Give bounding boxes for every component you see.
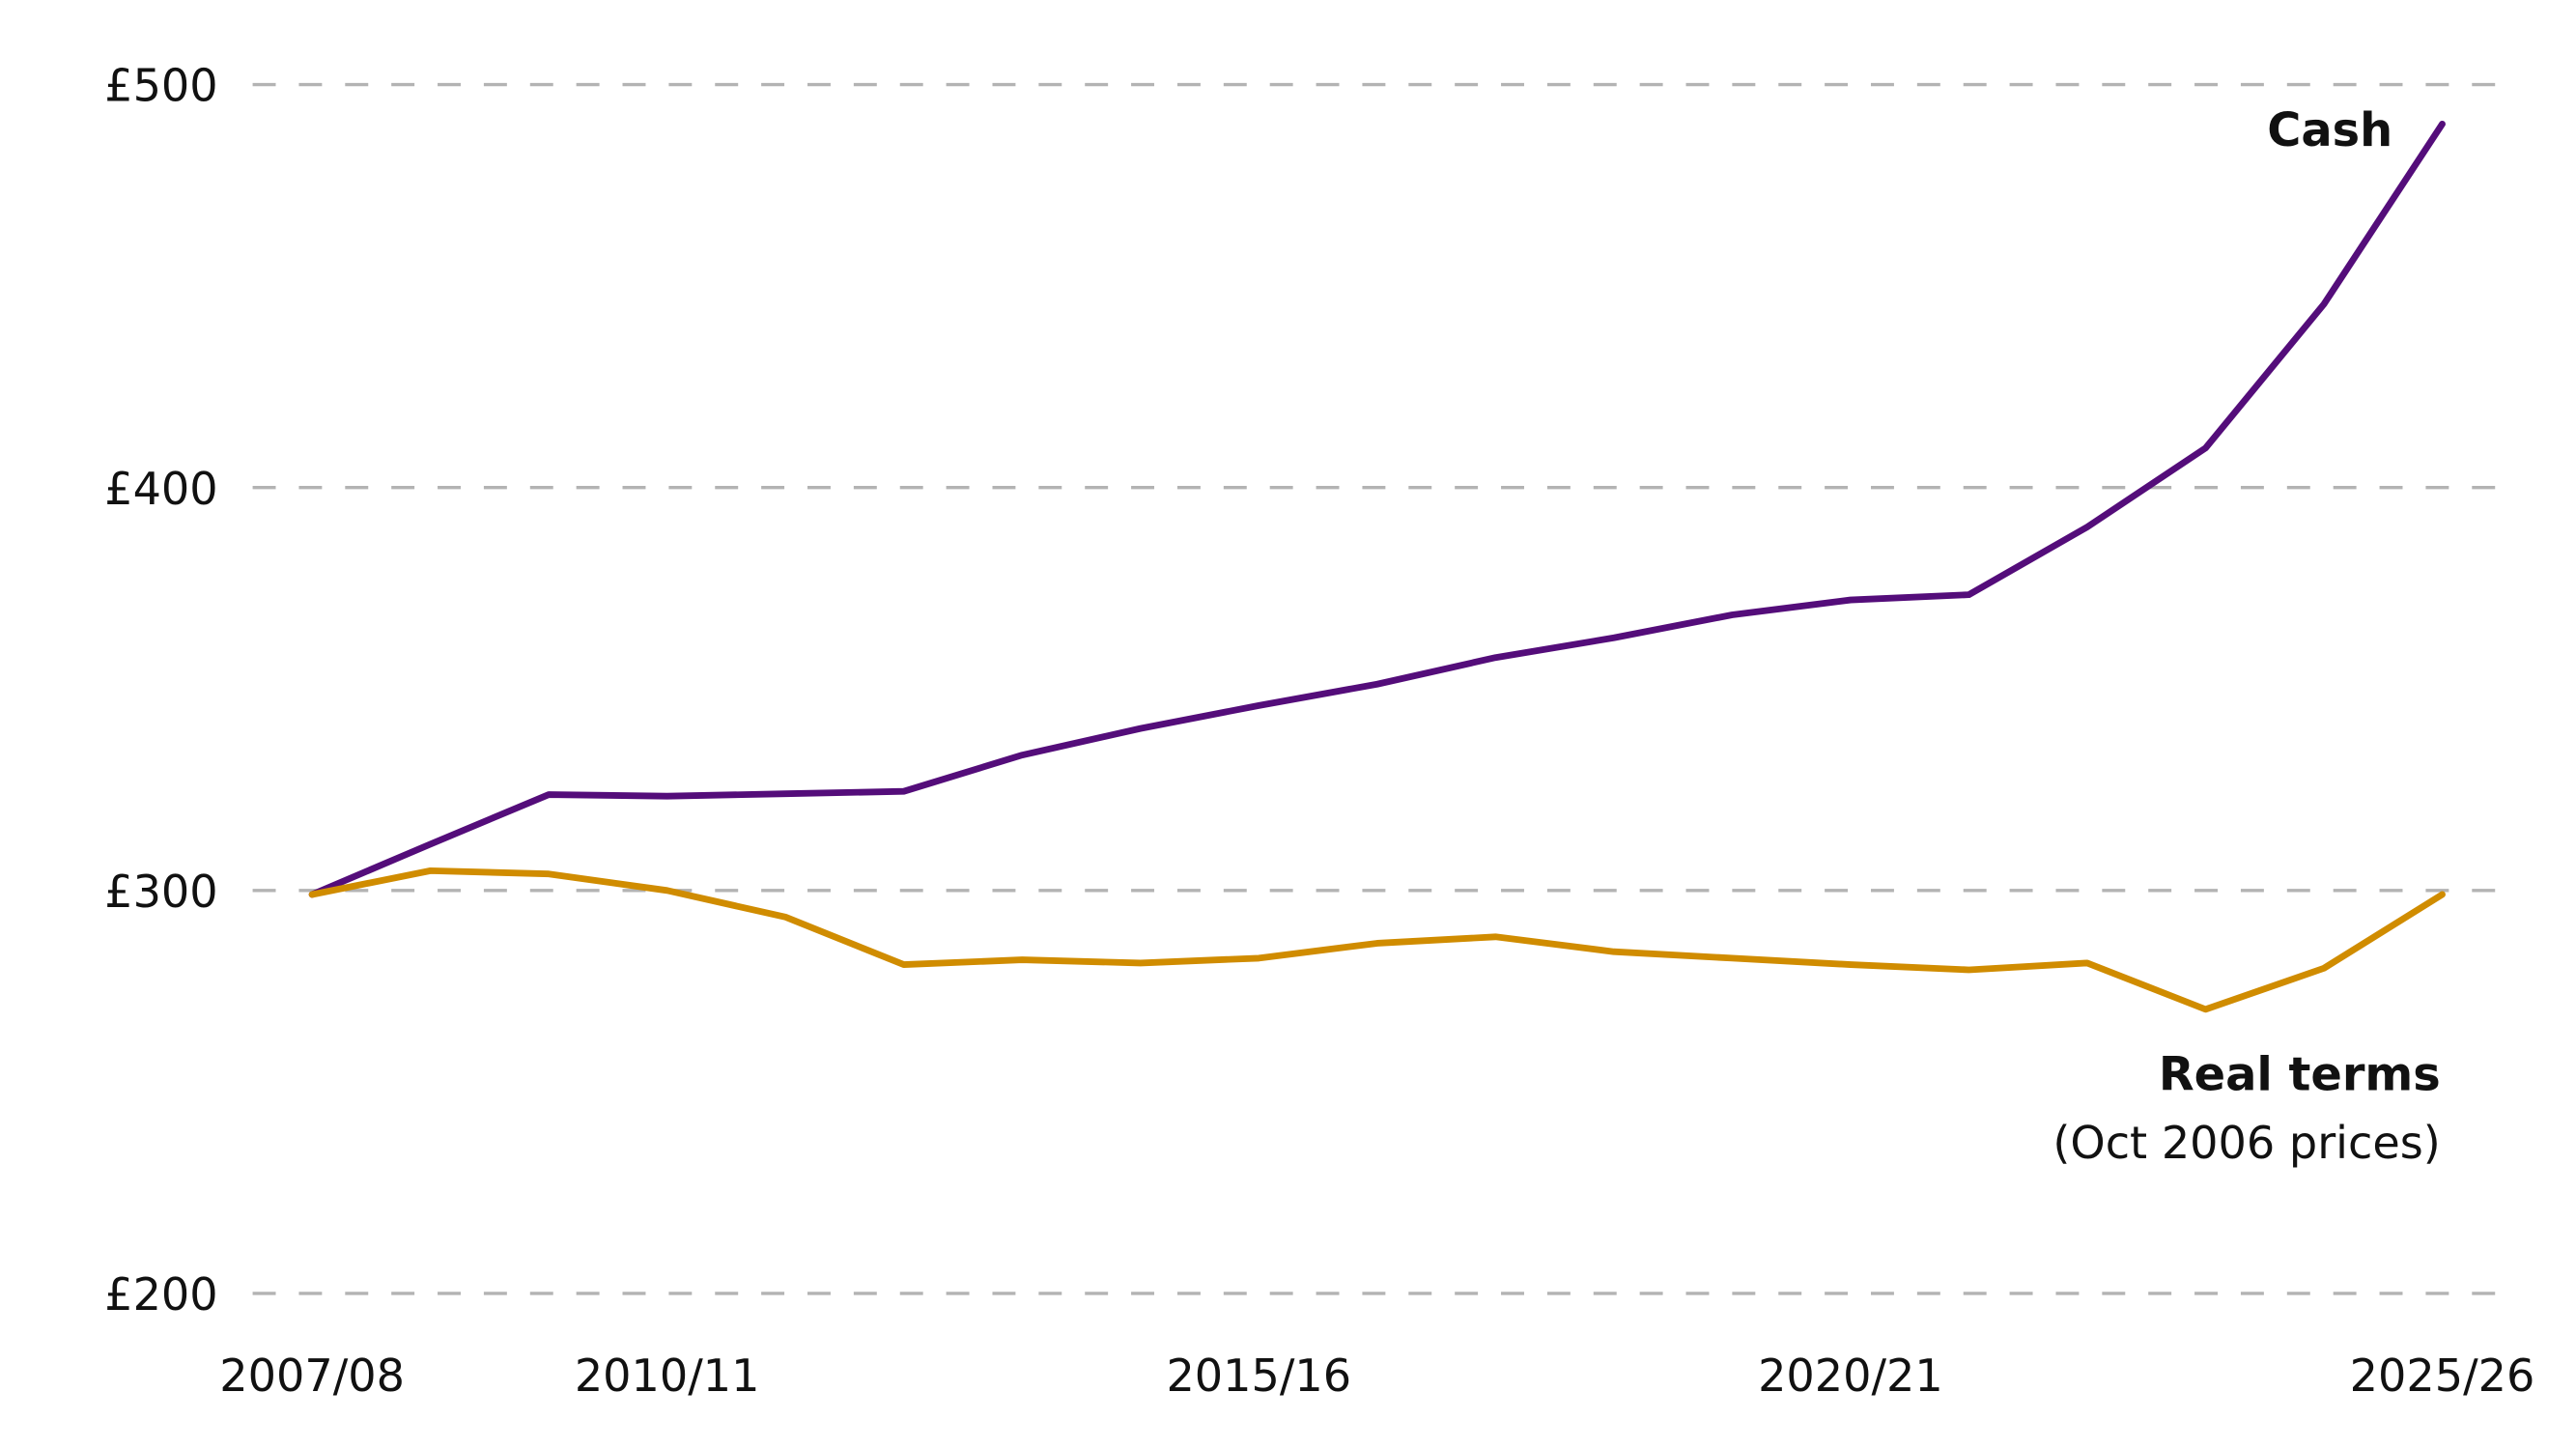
series-cash bbox=[308, 120, 2446, 898]
y-tick-label: £500 bbox=[104, 60, 217, 112]
y-tick-label: £300 bbox=[104, 866, 217, 918]
x-axis-ticks: 2007/08 2010/11 2015/16 2020/21 2025/26 bbox=[219, 1350, 2534, 1402]
series-lines bbox=[308, 120, 2446, 1013]
x-tick-label: 2010/11 bbox=[575, 1350, 760, 1402]
x-tick-label: 2020/21 bbox=[1758, 1350, 1943, 1402]
series-label-cash: Cash bbox=[2267, 104, 2392, 157]
y-tick-label: £200 bbox=[104, 1268, 217, 1321]
gridlines bbox=[252, 82, 2507, 1295]
y-tick-label: £400 bbox=[104, 463, 217, 515]
y-axis-ticks: £500 £400 £300 £200 bbox=[104, 60, 217, 1321]
series-real-terms bbox=[308, 867, 2446, 1013]
x-tick-label: 2007/08 bbox=[219, 1350, 405, 1402]
series-sublabel-real-terms: (Oct 2006 prices) bbox=[2052, 1117, 2440, 1169]
x-tick-label: 2015/16 bbox=[1166, 1350, 1351, 1402]
x-tick-label: 2025/26 bbox=[2350, 1350, 2535, 1402]
series-line bbox=[308, 120, 2446, 898]
series-label-real-terms: Real terms bbox=[2159, 1049, 2441, 1102]
